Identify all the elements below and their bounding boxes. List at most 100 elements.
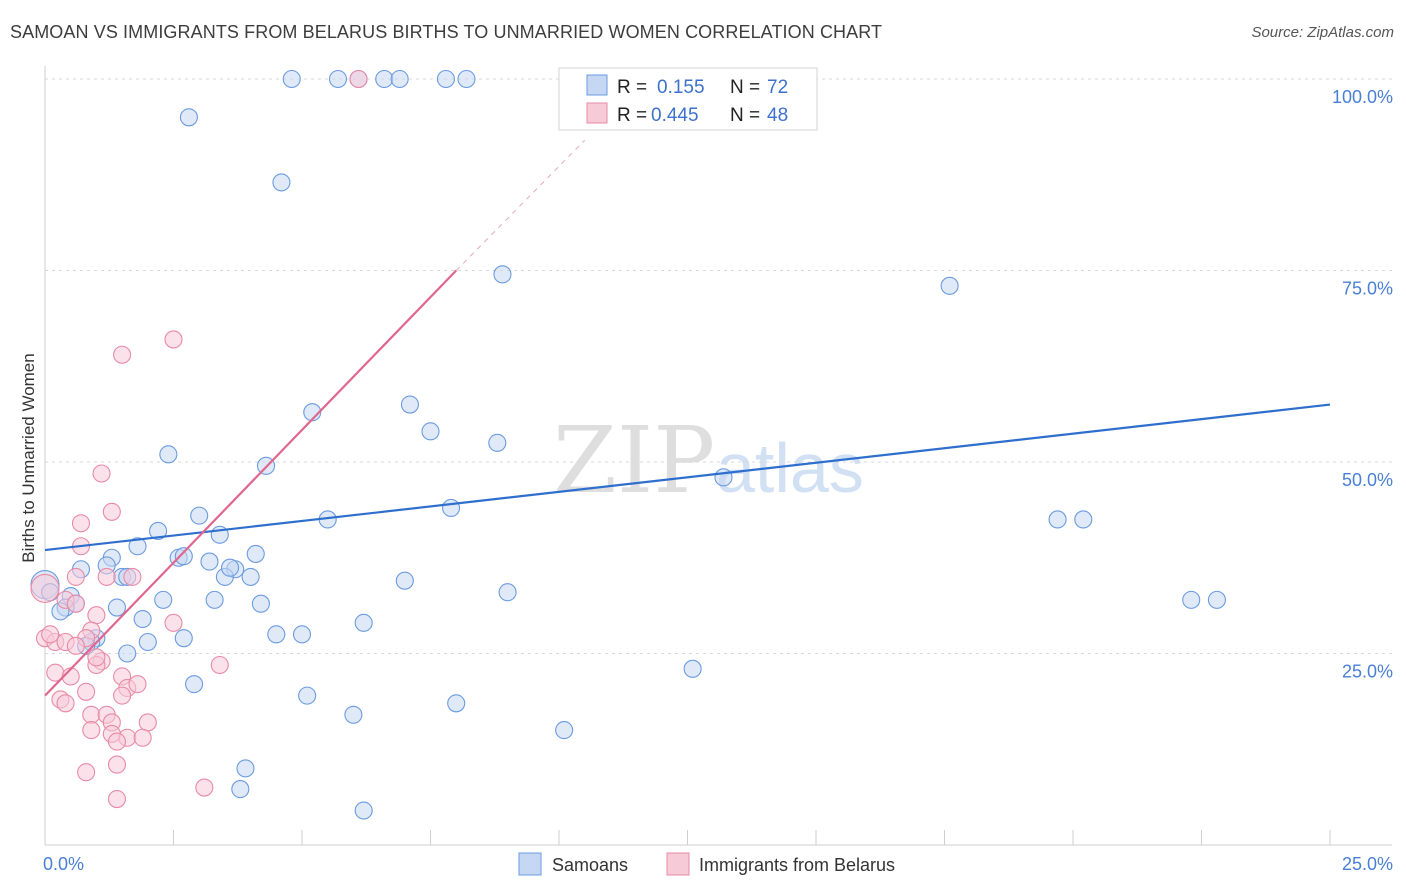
belarus-point-46 [41,625,60,644]
x-tick-labels: 0.0% 25.0% [43,854,1393,874]
belarus-point-5 [71,514,91,533]
samoans-point-5 [436,69,455,89]
samoans-point-23 [149,521,168,540]
belarus-point-4 [102,502,121,521]
legend-r-value-samoans: 0.155 [657,77,705,98]
samoans-point-55 [267,625,286,644]
samoans-point-68 [555,721,574,740]
y-tick-label-3: 100.0% [1332,87,1393,107]
samoans-point-71 [354,801,373,820]
belarus-point-29 [113,686,132,705]
samoans-point-3 [375,69,394,89]
belarus-point-36 [82,721,101,740]
belarus-point-47 [128,675,147,694]
watermark-atlas: atlas [716,429,864,507]
legend-n-label-belarus: N = [730,105,760,126]
legend-swatch-samoans [586,74,608,96]
belarus-point-1 [164,330,183,349]
samoans-point-53 [133,609,152,629]
samoans-point-38 [395,571,414,590]
x-tick-label-0: 0.0% [43,854,84,874]
samoans-point-7 [179,108,198,127]
samoans-point-25 [128,537,147,556]
samoans-point-56 [292,625,312,644]
bottom-legend: Samoans Immigrants from Belarus [518,852,895,876]
belarus-point-43 [195,778,214,797]
belarus-trend-line [44,269,457,697]
legend-n-label-samoans: N = [730,77,760,98]
samoans-point-30 [174,547,193,566]
legend-r-value-belarus: 0.445 [651,105,699,126]
axes [44,66,1392,846]
legend-swatch-belarus [586,102,608,124]
trend-lines [44,139,1331,697]
legend-r-label-samoans: R = [617,77,647,98]
belarus-point-0 [349,69,368,89]
belarus-point-42 [77,763,96,782]
samoans-point-18 [442,498,461,518]
belarus-point-3 [92,464,111,483]
samoans-point-37 [220,558,240,577]
samoans-point-17 [714,468,733,487]
y-tick-labels: 25.0% 50.0% 75.0% 100.0% [1332,87,1393,682]
samoans-point-69 [236,759,255,778]
samoans-point-70 [231,780,250,799]
samoans-point-4 [390,69,409,89]
belarus-point-28 [77,682,96,701]
belarus-point-23 [210,655,229,675]
belarus-point-39 [107,732,127,751]
legend-box: R = 0.155 N = 72 R = 0.445 N = 48 [558,67,818,131]
samoans-point-65 [298,686,317,705]
y-axis-label: Births to Unmarried Women [19,353,38,562]
belarus-point-45 [87,648,106,667]
samoans-point-64 [185,675,204,694]
belarus-point-13 [87,606,106,625]
samoans-point-67 [344,705,363,724]
belarus-points [30,69,368,809]
samoans-point-66 [447,694,466,713]
legend-n-value-belarus: 48 [767,105,788,126]
samoans-point-42 [498,583,517,602]
samoans-point-0 [282,69,301,89]
samoans-point-6 [457,69,476,89]
belarus-point-20 [66,636,85,655]
belarus-point-14 [164,613,183,632]
samoans-point-9 [493,265,512,284]
samoans-point-1 [328,69,348,89]
samoans-point-48 [1182,590,1201,609]
belarus-point-7 [123,567,142,586]
samoans-point-43 [154,590,173,609]
samoans-point-63 [683,659,702,678]
belarus-point-35 [138,713,157,732]
belarus-point-41 [107,755,127,774]
belarus-point-40 [133,728,152,747]
y-tick-label-0: 25.0% [1342,662,1393,682]
belarus-trend-extension [455,139,586,271]
samoans-point-10 [940,276,959,295]
belarus-point-31 [56,694,75,713]
y-tick-label-1: 50.0% [1342,470,1393,490]
chart-title: SAMOAN VS IMMIGRANTS FROM BELARUS BIRTHS… [10,22,883,42]
belarus-point-9 [66,567,85,586]
bottom-legend-swatch-belarus [666,852,690,876]
samoans-point-45 [251,594,270,613]
source-label: Source: ZipAtlas.com [1251,24,1394,41]
samoans-point-52 [107,598,127,617]
belarus-point-44 [107,789,127,809]
bottom-legend-swatch-samoans [518,852,542,876]
samoans-point-49 [1207,590,1226,609]
belarus-point-10 [30,573,60,603]
samoans-trend-line [44,403,1331,552]
x-tick-label-1: 25.0% [1342,854,1393,874]
gridlines [45,78,1392,654]
samoans-point-8 [272,173,291,192]
legend-r-label-belarus: R = [617,105,647,126]
samoans-point-26 [246,544,265,563]
samoans-point-29 [200,552,219,571]
belarus-point-32 [82,705,101,724]
samoans-point-60 [138,632,157,652]
samoans-point-21 [1074,510,1093,529]
samoans-point-22 [190,506,209,525]
belarus-point-8 [97,567,116,586]
